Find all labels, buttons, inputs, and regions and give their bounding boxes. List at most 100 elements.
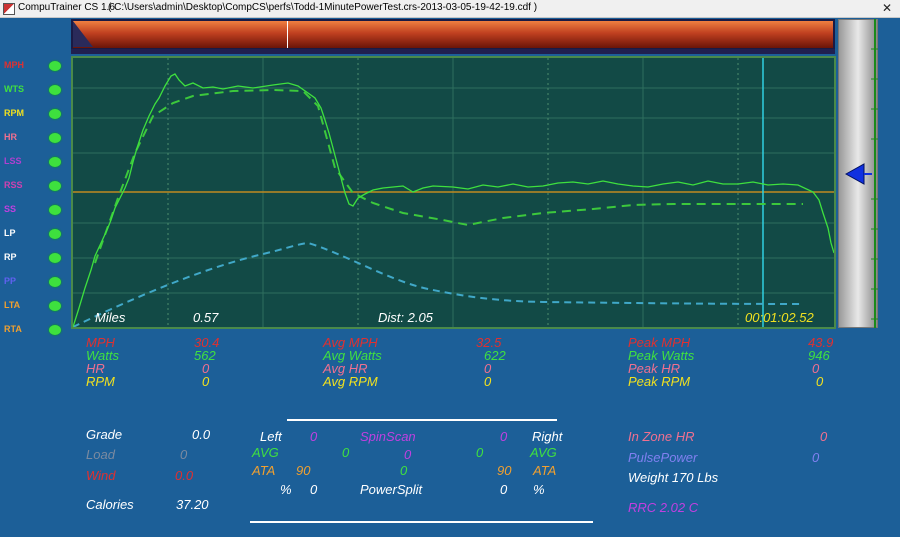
indicator-light-icon [49, 301, 61, 311]
indicator-light-icon [49, 61, 61, 71]
right-ruler [871, 19, 878, 328]
course-profile-strip[interactable] [71, 19, 835, 50]
hr-value: 0 [202, 361, 210, 376]
legend-item-rpm[interactable]: RPM [4, 108, 68, 122]
indicator-light-icon [49, 229, 61, 239]
elapsed-timer: 00:01:02.52 [745, 310, 814, 325]
distance-readout: Dist: 2.05 [378, 310, 433, 325]
avg-left-value: 0 [342, 445, 350, 460]
ride-graph-canvas [73, 58, 834, 327]
avg-rpm-label: Avg RPM [323, 374, 378, 389]
watts-label: Watts [86, 348, 119, 363]
spinscan-left-value: 0 [310, 429, 318, 444]
course-strip-base [71, 49, 835, 54]
legend-item-ss[interactable]: SS [4, 204, 68, 218]
legend-label: RSS [4, 180, 23, 190]
legend-item-mph[interactable]: MPH [4, 60, 68, 74]
powersplit-right-value: 0 [500, 482, 508, 497]
legend-item-pp[interactable]: PP [4, 276, 68, 290]
avg-rpm-value: 0 [484, 374, 492, 389]
avg-mph-label: Avg MPH [323, 335, 378, 350]
legend-label: PP [4, 276, 17, 286]
legend-label: HR [4, 132, 17, 142]
ride-graph[interactable]: Miles 0.57 Dist: 2.05 00:01:02.52 [71, 56, 836, 329]
title-bar: CompuTrainer CS 1.6 ( C:\Users\admin\Des… [0, 0, 900, 18]
peak-rpm-label: Peak RPM [628, 374, 691, 389]
power-live-trace [73, 73, 834, 327]
legend-label: SS [4, 204, 17, 214]
legend-item-hr[interactable]: HR [4, 132, 68, 146]
legend-item-lss[interactable]: LSS [4, 156, 68, 170]
indicator-light-icon [49, 85, 61, 95]
ata-right-value: 90 [497, 463, 512, 478]
legend-label: LTA [4, 300, 21, 310]
scale-pointer-icon[interactable] [842, 163, 872, 185]
app-name: CompuTrainer CS 1.6 [18, 2, 115, 13]
peak-hr-label: Peak HR [628, 361, 681, 376]
powersplit-label: PowerSplit [360, 482, 423, 497]
in-zone-hr-label: In Zone HR [628, 429, 695, 444]
powersplit-left-value: 0 [310, 482, 318, 497]
legend-item-lta[interactable]: LTA [4, 300, 68, 314]
rpm-value: 0 [202, 374, 210, 389]
legend-item-wts[interactable]: WTS [4, 84, 68, 98]
miles-value: 0.57 [193, 310, 219, 325]
course-position-marker [287, 21, 288, 48]
mph-label: MPH [86, 335, 115, 350]
legend-label: RTA [4, 324, 22, 334]
avg-watts-label: Avg Watts [323, 348, 382, 363]
avg-right-value: 0 [476, 445, 484, 460]
file-path: ( C:\Users\admin\Desktop\CompCS\perfs\To… [108, 2, 538, 13]
legend-label: MPH [4, 60, 24, 70]
legend-item-rta[interactable]: RTA [4, 324, 68, 338]
indicator-light-icon [49, 277, 61, 287]
load-value: 0 [180, 447, 188, 462]
rpm-label: RPM [86, 374, 115, 389]
calories-value: 37.20 [176, 497, 209, 512]
peak-rpm-value: 0 [816, 374, 824, 389]
calories-label: Calories [86, 497, 134, 512]
pulsepower-label: PulsePower [628, 450, 698, 465]
spinscan-left-label: Left [260, 429, 282, 444]
peak-watts-label: Peak Watts [628, 348, 695, 363]
peak-mph-value: 43.9 [808, 335, 834, 350]
rrc-readout: RRC 2.02 C [628, 500, 699, 515]
indicator-light-icon [49, 325, 61, 335]
legend-item-rss[interactable]: RSS [4, 180, 68, 194]
power-average-trace [94, 88, 803, 264]
spinscan-title: SpinScan [360, 429, 416, 444]
spinscan-center-value: 0 [500, 429, 508, 444]
spinscan-bottom-divider [250, 521, 593, 523]
legend-item-lp[interactable]: LP [4, 228, 68, 242]
legend-item-rp[interactable]: RP [4, 252, 68, 266]
ata-left-label: ATA [252, 463, 276, 478]
grade-value: 0.0 [192, 427, 211, 442]
avg-hr-value: 0 [484, 361, 492, 376]
pulsepower-value: 0 [812, 450, 820, 465]
mph-value: 30.4 [194, 335, 220, 350]
indicator-light-icon [49, 253, 61, 263]
peak-hr-value: 0 [812, 361, 820, 376]
indicator-light-icon [49, 205, 61, 215]
legend-label: LP [4, 228, 16, 238]
spinscan-top-divider [287, 419, 557, 421]
ata-right-label: ATA [533, 463, 557, 478]
avg-mid-value: 0 [404, 447, 412, 462]
speed-average-trace [73, 241, 804, 327]
stats-panel: MPH 30.4 Watts 562 HR 0 RPM 0 Avg MPH 32… [0, 335, 900, 390]
spinscan-right-label: Right [532, 429, 563, 444]
graph-grid [73, 58, 834, 327]
close-icon[interactable]: ✕ [881, 1, 893, 15]
load-label: Load [86, 447, 115, 462]
avg-watts-value: 622 [484, 348, 506, 363]
legend-label: RPM [4, 108, 24, 118]
legend-label: LSS [4, 156, 22, 166]
wind-label: Wind [86, 468, 116, 483]
weight-readout: Weight 170 Lbs [628, 470, 719, 485]
hr-label: HR [86, 361, 105, 376]
avg-right-label: AVG [530, 445, 557, 460]
ata-mid-value: 0 [400, 463, 408, 478]
indicator-light-icon [49, 133, 61, 143]
indicator-light-icon [49, 157, 61, 167]
powersplit-left-pct-label: % [280, 482, 292, 497]
